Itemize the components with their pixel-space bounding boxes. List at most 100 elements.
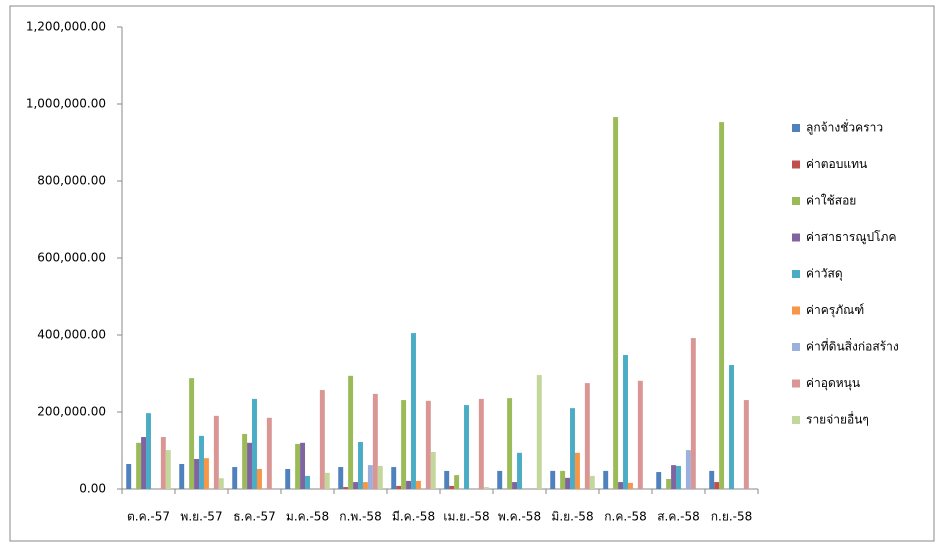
bar (165, 450, 171, 489)
y-tick-label: 1,200,000.00 (26, 20, 106, 34)
bar (367, 465, 373, 489)
bar (194, 458, 200, 489)
bar (714, 482, 720, 489)
bar (377, 465, 383, 489)
bar (391, 467, 397, 489)
legend-label: ค่าครุภัณฑ์ (806, 303, 864, 318)
legend-swatch (792, 233, 800, 242)
x-tick-label: เม.ย.-58 (443, 510, 489, 524)
bar (536, 375, 542, 489)
legend-label: รายจ่ายอื่นๆ (806, 411, 869, 427)
bar (232, 467, 238, 489)
bar (406, 480, 412, 489)
bar (565, 477, 571, 489)
bar (685, 450, 691, 489)
bar (425, 400, 431, 489)
bar (126, 463, 132, 489)
x-tick-label: มิ.ย.-58 (551, 510, 593, 524)
bar (483, 487, 489, 489)
legend-swatch (792, 416, 800, 424)
bar (285, 468, 291, 489)
legend-label: ค่าใช้สอย (806, 194, 856, 208)
bar (218, 478, 224, 489)
bar (478, 398, 484, 489)
x-tick-label: ส.ค.-58 (657, 510, 700, 524)
x-tick-label: มี.ค.-58 (392, 510, 435, 524)
legend-swatch (792, 306, 800, 315)
x-tick-label: ธ.ค.-57 (233, 510, 276, 524)
legend-label: ค่าสาธารณูปโภค (806, 230, 896, 245)
y-tick-label: 1,000,000.00 (26, 97, 106, 111)
x-tick-label: ม.ค.-58 (286, 510, 329, 524)
bar (396, 485, 402, 489)
bar (295, 443, 301, 489)
y-tick-label: 800,000.00 (37, 174, 106, 188)
bar (252, 398, 257, 489)
bar (319, 390, 325, 489)
bar (247, 442, 253, 489)
bar (343, 487, 349, 489)
x-tick-label: ก.ค.-58 (604, 510, 647, 524)
legend-swatch (792, 160, 800, 169)
x-tick-label: ต.ค.-57 (127, 510, 170, 524)
bar (709, 470, 715, 489)
bar (203, 458, 209, 489)
bar (324, 472, 330, 489)
bar (256, 468, 262, 489)
bar (517, 452, 522, 489)
bar (353, 482, 359, 489)
bar (690, 338, 696, 489)
bar (305, 475, 310, 489)
bar (497, 470, 503, 489)
bar (507, 398, 513, 489)
y-tick-label: 0.00 (79, 482, 106, 496)
bar (213, 415, 219, 489)
x-tick-label: ก.ย.-58 (711, 510, 753, 524)
bar (411, 333, 416, 489)
bar (189, 378, 195, 489)
bar (449, 485, 455, 489)
bar (444, 470, 450, 489)
bar (719, 122, 725, 489)
bar (671, 465, 677, 489)
bar (199, 435, 204, 489)
bar (729, 365, 734, 489)
bar (627, 482, 633, 489)
bar (242, 433, 248, 489)
bar (348, 375, 354, 489)
bar (464, 405, 469, 489)
legend-swatch (792, 379, 800, 388)
legend-label: ค่าตอบแทน (806, 157, 867, 171)
bar (146, 413, 151, 489)
bar (454, 475, 460, 489)
legend-label: ค่าอุดหนุน (806, 376, 860, 391)
bar (613, 117, 619, 489)
bar (574, 452, 580, 489)
bar (372, 393, 378, 489)
legend-label: ลูกจ้างชั่วคราว (806, 119, 883, 136)
bar (560, 470, 566, 489)
bar (570, 408, 575, 489)
bar (338, 467, 344, 489)
legend-label: ค่าวัสดุ (806, 267, 843, 282)
bar (141, 437, 147, 489)
bar (358, 442, 363, 489)
bar (589, 475, 595, 489)
bar (618, 482, 624, 489)
bar (300, 442, 306, 489)
bar (550, 470, 556, 489)
bar (676, 465, 681, 489)
y-tick-label: 600,000.00 (37, 251, 106, 265)
bar (415, 480, 421, 489)
bar (623, 355, 628, 489)
x-tick-label: พ.ค.-58 (498, 510, 541, 524)
bar (179, 463, 185, 489)
legend-swatch (792, 197, 800, 205)
x-tick-label: พ.ย.-57 (180, 510, 222, 524)
legend-swatch (792, 343, 800, 351)
bar (362, 482, 368, 489)
bar (430, 452, 436, 489)
bar (656, 472, 662, 489)
